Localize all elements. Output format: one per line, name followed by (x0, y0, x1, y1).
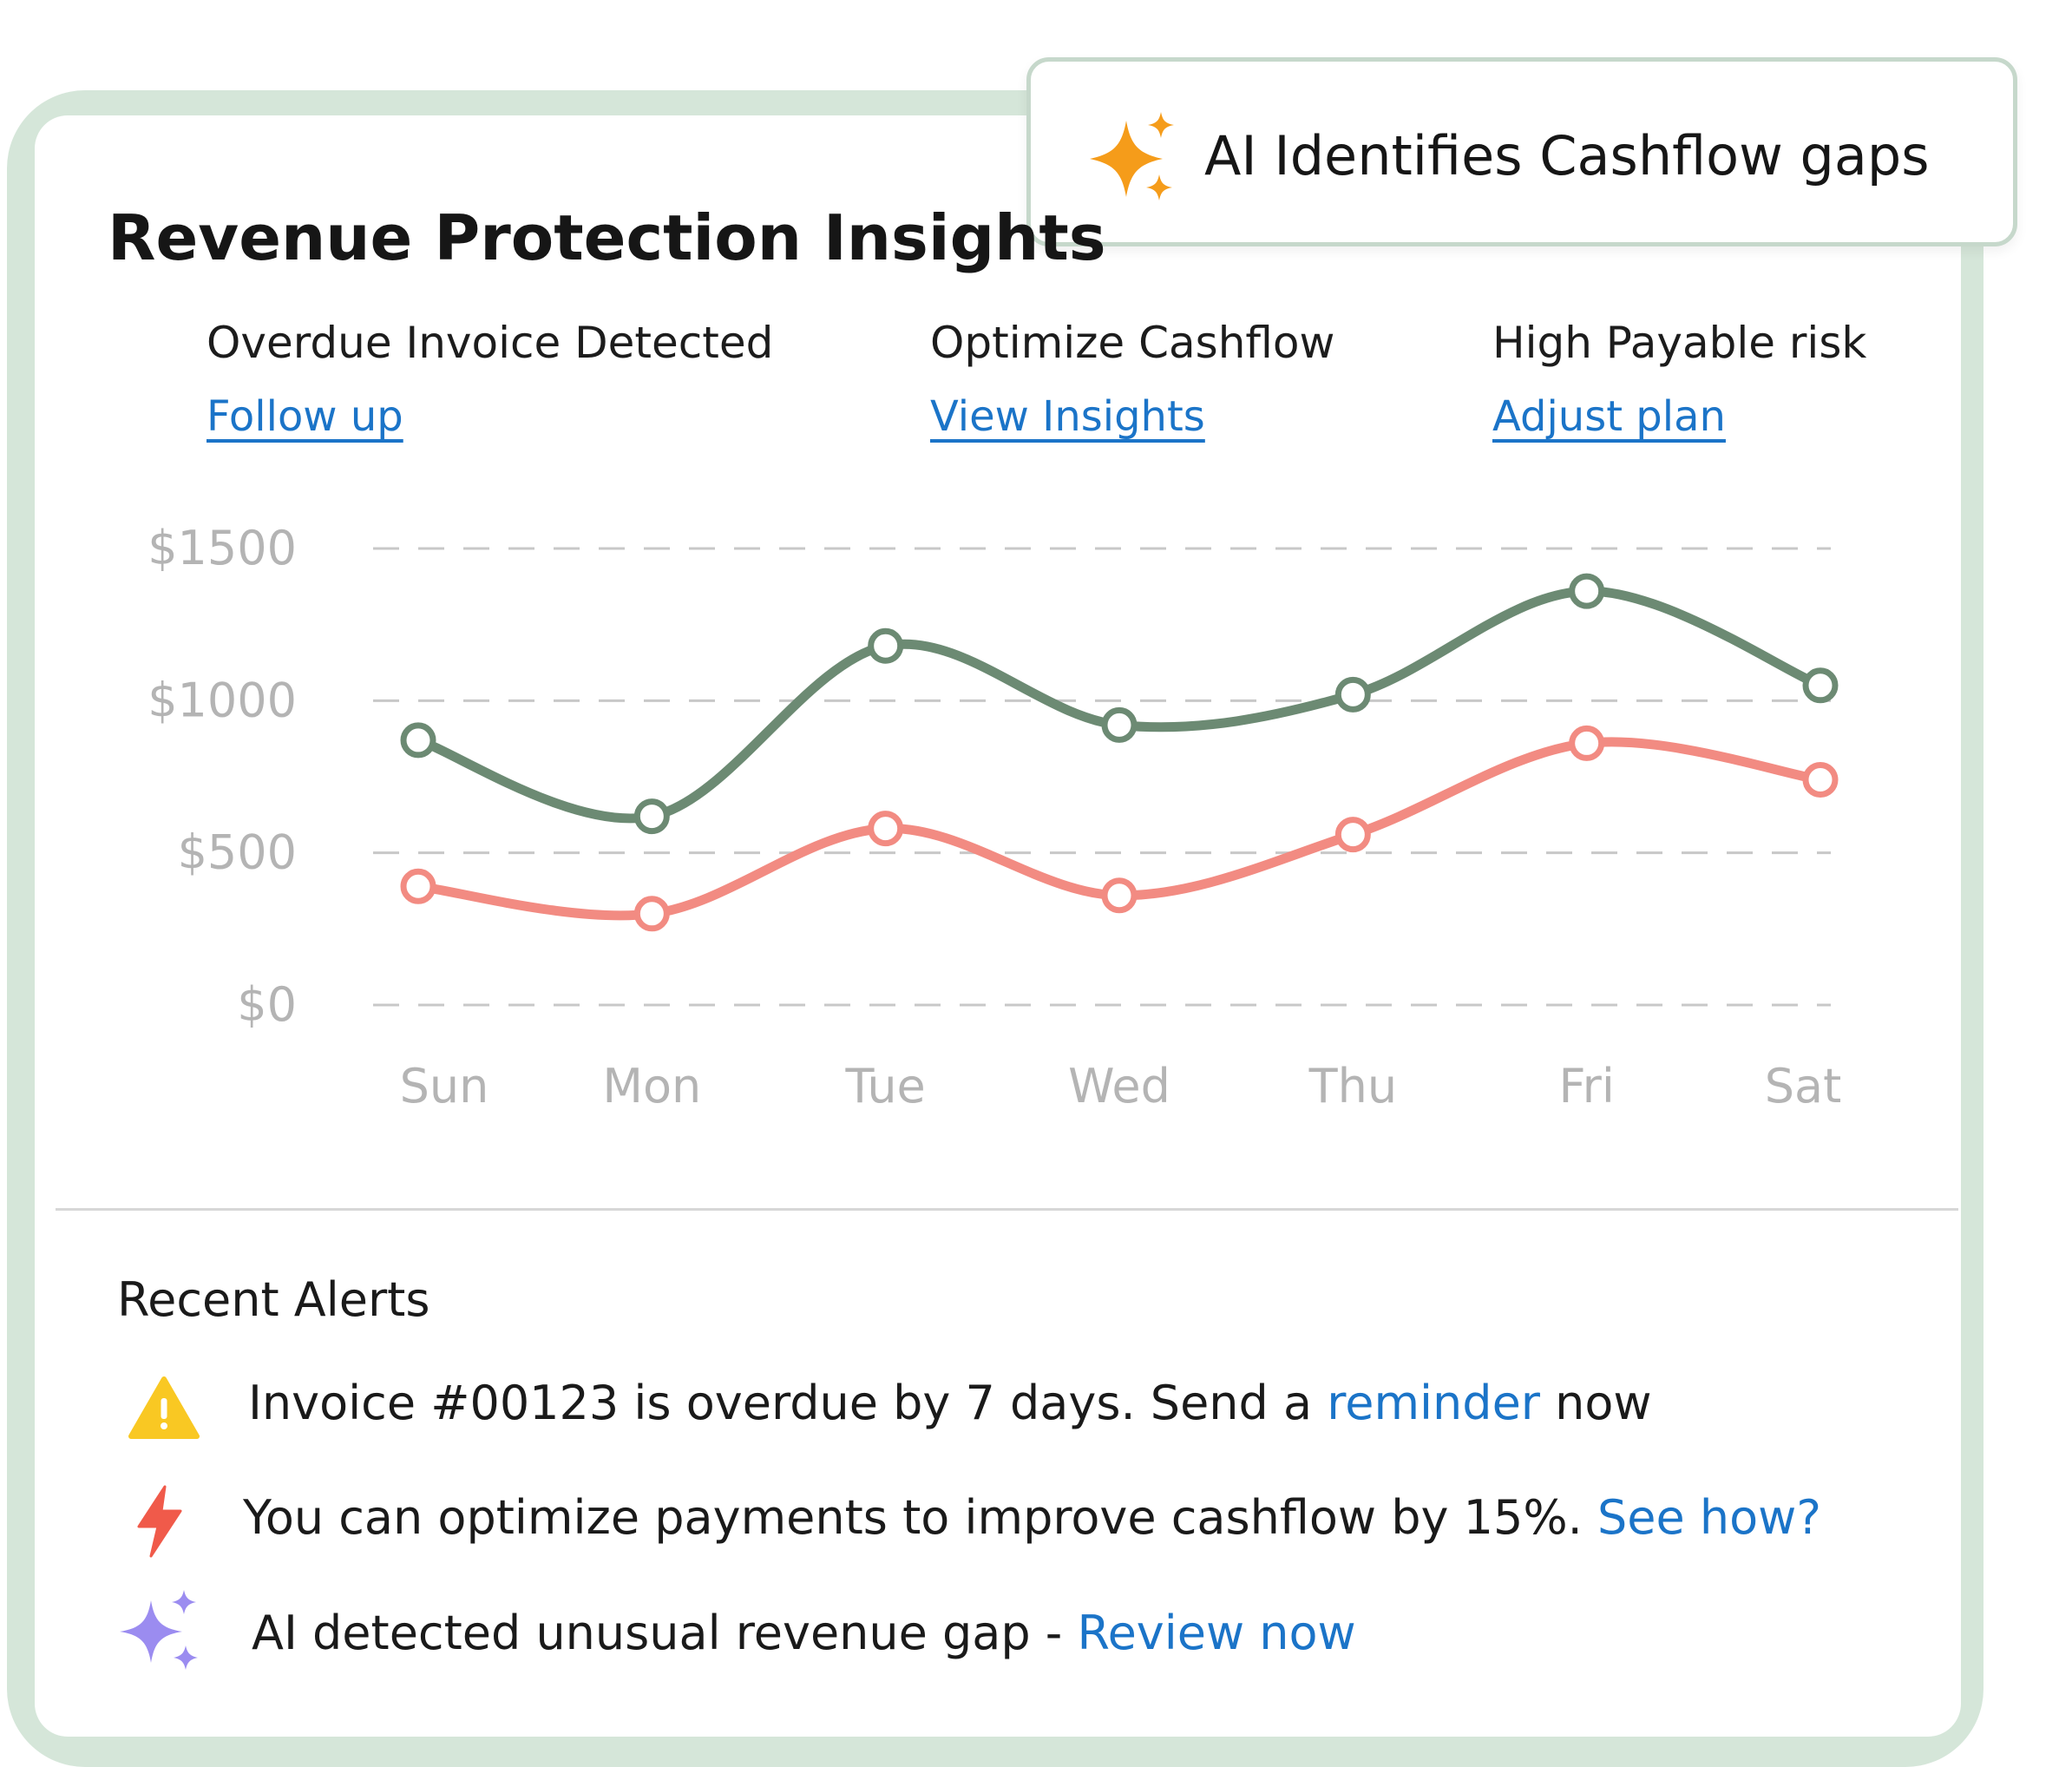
x-tick-label: Sun (400, 1059, 489, 1113)
warning-icon (128, 1376, 200, 1439)
alert-text: AI detected unusual revenue gap - (252, 1606, 1078, 1660)
y-tick-label: $1000 (148, 673, 297, 727)
alert-message: Invoice #00123 is overdue by 7 days. Sen… (248, 1376, 1652, 1430)
data-point (1802, 762, 1839, 798)
data-point (1334, 676, 1371, 713)
data-point (1802, 667, 1839, 704)
alert-text: now (1540, 1376, 1652, 1430)
recent-alerts-title: Recent Alerts (117, 1272, 430, 1327)
alert-text: Invoice #00123 is overdue by 7 days. Sen… (248, 1376, 1328, 1430)
alert-text: You can optimize payments to improve cas… (243, 1490, 1598, 1545)
data-point (1101, 706, 1138, 743)
data-point (1569, 573, 1605, 609)
insight-label: Overdue Invoice Detected (207, 318, 774, 368)
divider (56, 1208, 1958, 1211)
data-point (1569, 725, 1605, 761)
alert-message: AI detected unusual revenue gap - Review… (252, 1606, 1356, 1660)
sparkle-icon (1090, 112, 1174, 200)
y-tick-label: $1500 (148, 521, 297, 575)
y-tick-label: $500 (178, 825, 297, 880)
insight-optimize-cashflow: Optimize Cashflow View Insights (930, 316, 1334, 441)
ai-badge-text: AI Identifies Cashflow gaps (1204, 124, 1930, 187)
lightning-icon (137, 1485, 182, 1558)
review-now-link[interactable]: Review now (1077, 1606, 1356, 1660)
revenue-line-chart: $0 $500 $1000 $1500 Sun Mon Tue Wed Thu Fri Sat (148, 521, 1842, 1113)
insight-label: Optimize Cashflow (930, 318, 1335, 368)
adjust-plan-link[interactable]: Adjust plan (1492, 392, 1726, 441)
data-point (868, 811, 904, 847)
series-line-0 (413, 586, 1826, 824)
data-point (400, 868, 436, 904)
ai-badge: AI Identifies Cashflow gaps (1026, 57, 2017, 246)
x-tick-label: Fri (1558, 1059, 1614, 1113)
x-tick-label: Thu (1308, 1059, 1397, 1113)
data-point (868, 627, 904, 664)
x-tick-label: Tue (845, 1059, 926, 1113)
page-title: Revenue Protection Insights (108, 201, 1106, 274)
x-tick-label: Sat (1765, 1059, 1842, 1113)
y-tick-label: $0 (237, 977, 297, 1032)
insight-high-payable-risk: High Payable risk Adjust plan (1492, 316, 1866, 441)
reminder-link[interactable]: reminder (1327, 1376, 1540, 1430)
view-insights-link[interactable]: View Insights (930, 392, 1205, 441)
insight-label: High Payable risk (1492, 318, 1867, 368)
data-point (633, 798, 670, 835)
insights-card (35, 115, 1961, 1737)
see-how-link[interactable]: See how? (1597, 1490, 1822, 1545)
x-tick-label: Wed (1068, 1059, 1170, 1113)
data-point (633, 896, 670, 932)
follow-up-link[interactable]: Follow up (207, 392, 403, 441)
sparkle-icon (120, 1590, 198, 1670)
data-point (1334, 817, 1371, 853)
alert-message: You can optimize payments to improve cas… (243, 1490, 1821, 1545)
data-point (400, 722, 436, 759)
insight-overdue-invoice: Overdue Invoice Detected Follow up (207, 316, 773, 441)
data-point (1101, 877, 1138, 914)
x-tick-label: Mon (602, 1059, 701, 1113)
